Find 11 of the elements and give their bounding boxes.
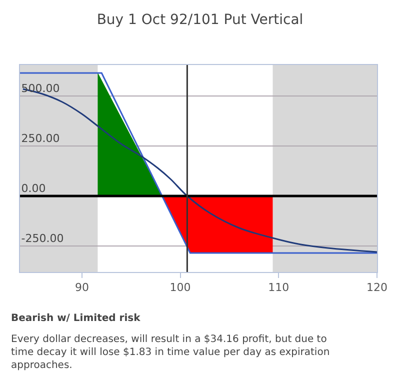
y-tick-label: -250.00 xyxy=(21,232,64,246)
y-tick-label: 0.00 xyxy=(21,182,46,196)
x-tick-label: 100 xyxy=(170,281,191,294)
text: Bearish w/ Limited risk xyxy=(11,313,141,324)
y-tick-label: 500.00 xyxy=(21,82,60,96)
x-tick-label: 90 xyxy=(74,281,89,294)
x-tick-label: 110 xyxy=(268,281,290,294)
chart-title: Buy 1 Oct 92/101 Put Vertical xyxy=(96,12,304,28)
y-tick-label: 250.00 xyxy=(21,132,60,146)
x-tick-label: 120 xyxy=(366,281,388,294)
text: Every dollar decreases, will result in a $34.16 profit, but due to time decay it will lose $1.83 in time value per day as expiration approaches. xyxy=(11,334,330,371)
